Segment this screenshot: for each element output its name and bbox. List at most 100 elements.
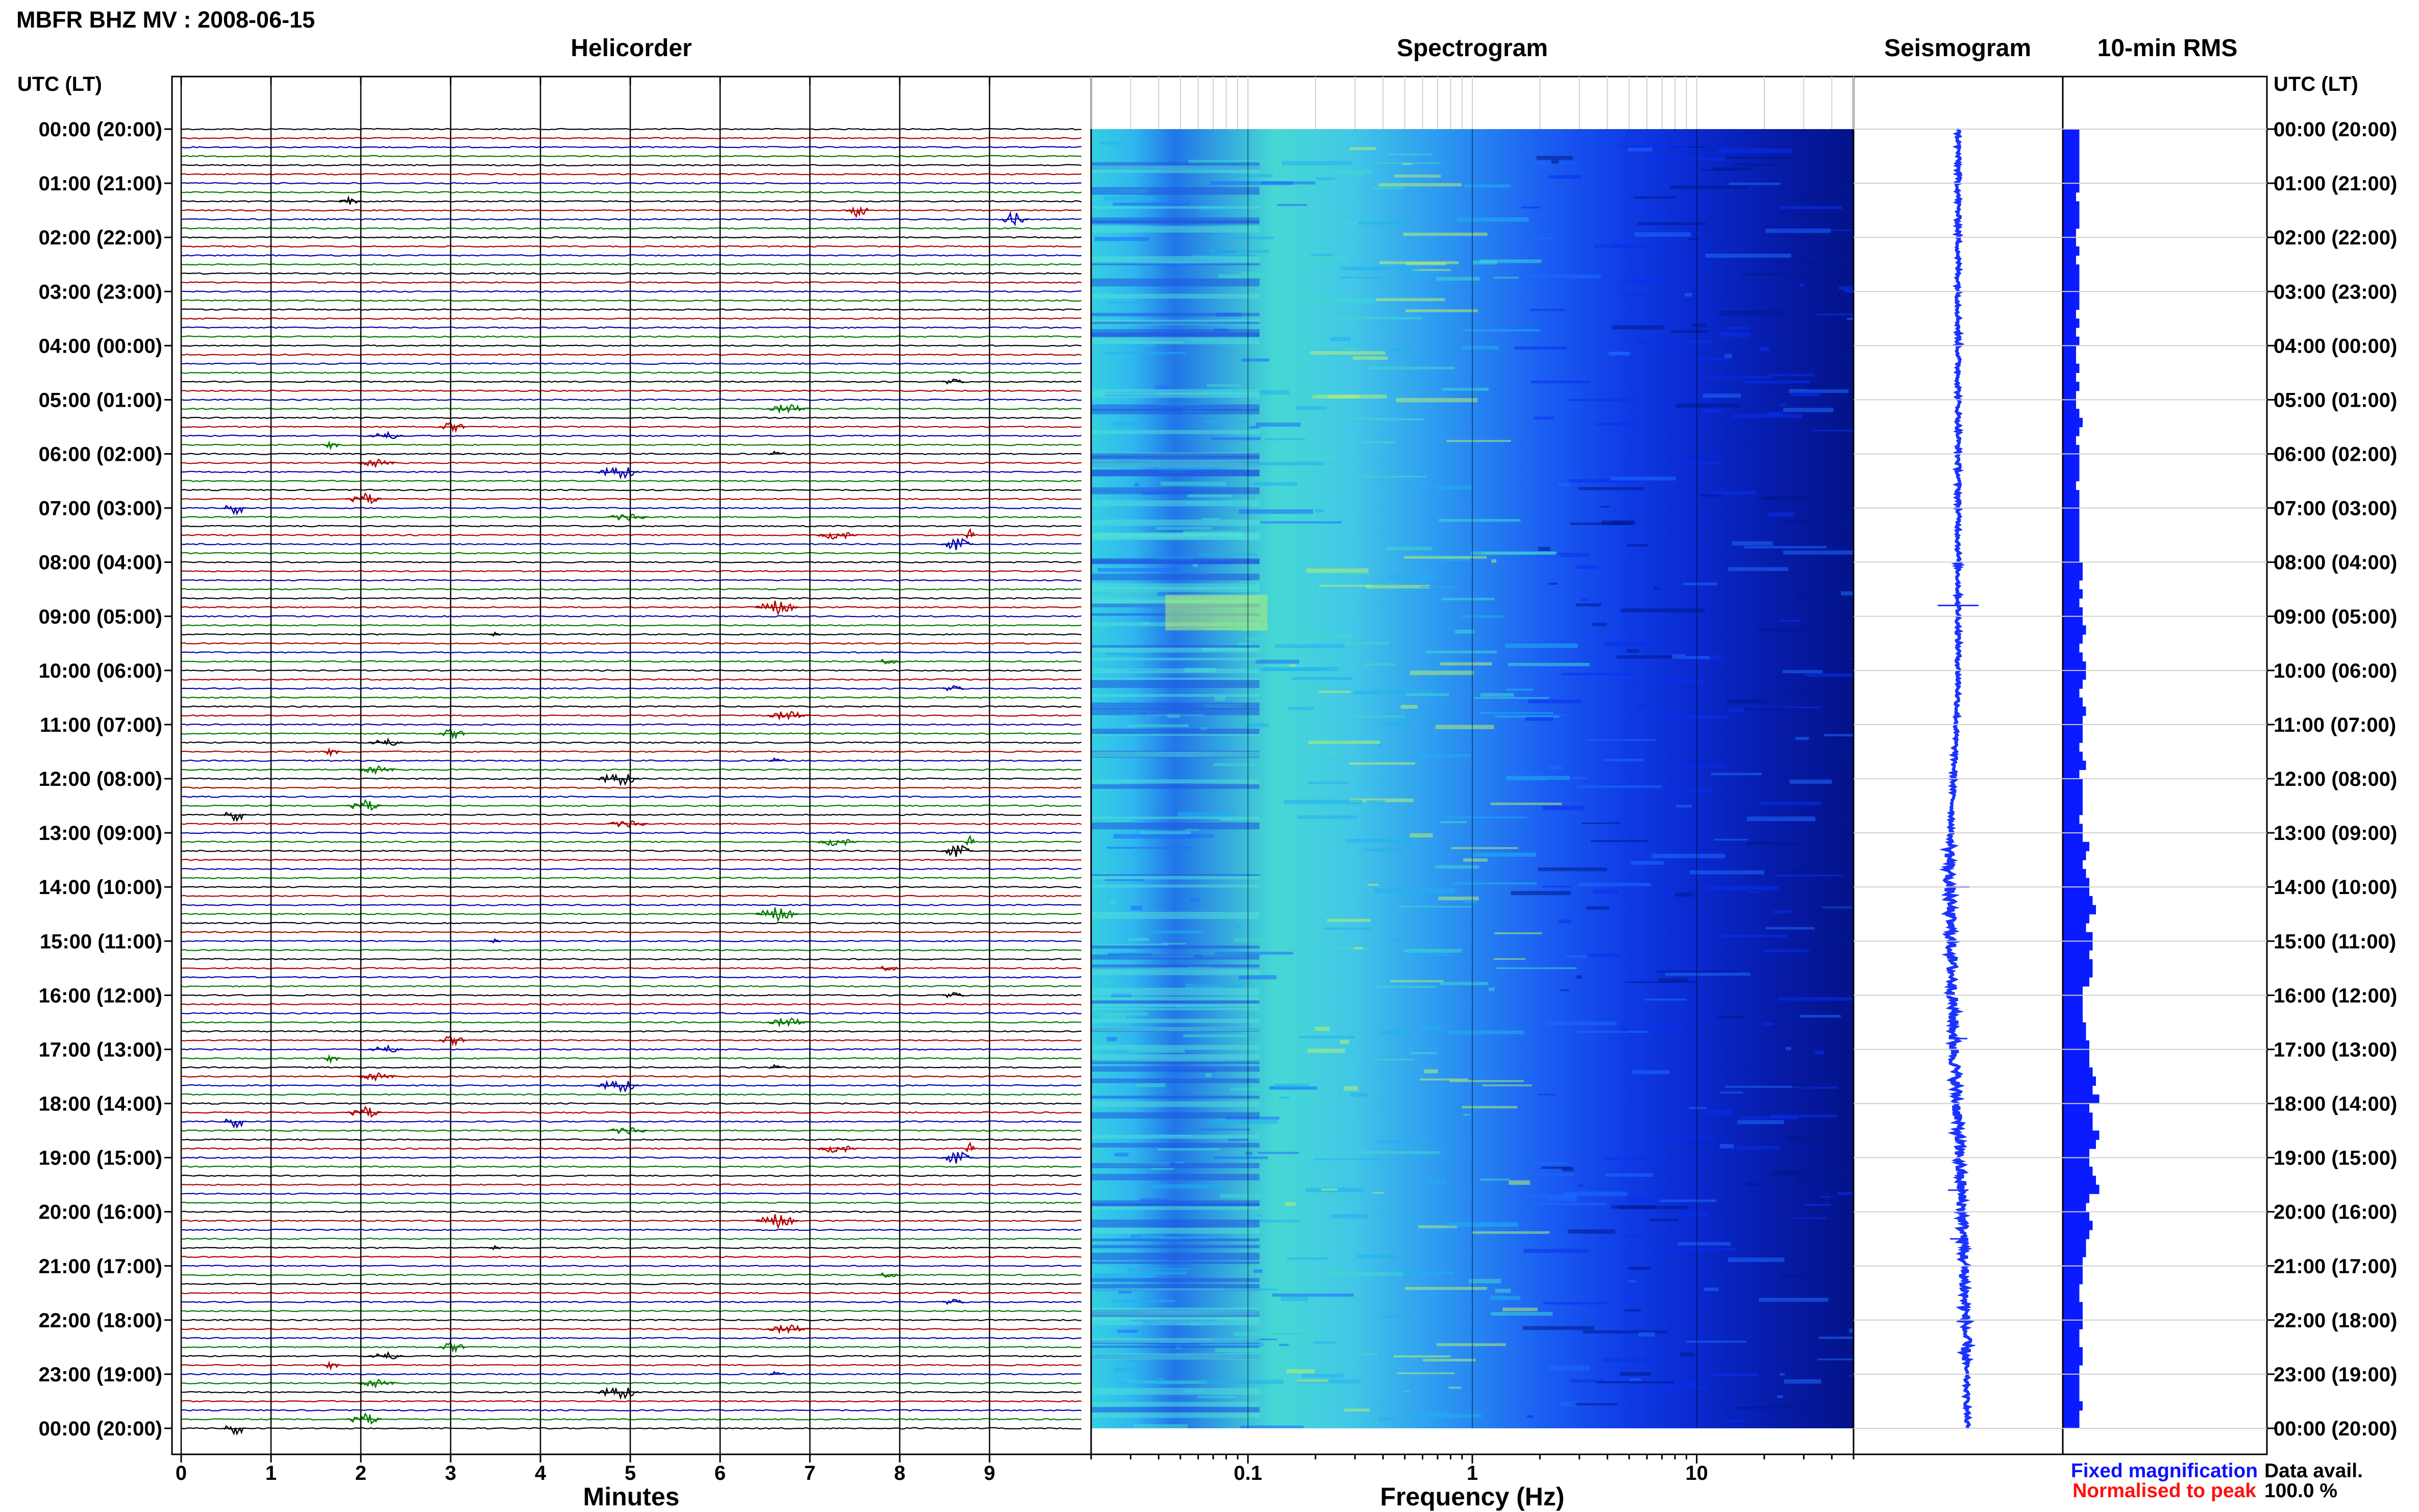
spectrogram-streak [1325,1272,1403,1276]
rms-bar [2063,589,2083,599]
spectrogram-streak [1706,886,1779,890]
spectrogram-streak [1372,1192,1384,1194]
spectrogram-streak [1740,1116,1797,1120]
helicorder-trace-line [181,840,1082,844]
rms-bar [2063,1040,2089,1050]
time-label-left: 02:00 (22:00) [39,227,162,249]
spectrogram-streak [1190,899,1200,902]
spectrogram-streak [1404,1412,1449,1416]
rms-bar [2063,878,2089,887]
rms-bar [2063,1248,2086,1257]
helicorder-trace-line [181,128,1081,131]
spectrogram-streak [1404,949,1462,953]
spectrogram-streak [1692,323,1707,327]
rms-bar [2063,444,2080,455]
spectrogram-streak [1784,520,1854,524]
helicorder-trace-line [181,1265,1082,1268]
spectrogram-streak [1672,654,1686,657]
spectrogram-streak [1768,512,1794,517]
spectrogram-streak [1669,765,1727,768]
helicorder-trace-line [181,1165,1081,1168]
spectrogram-streak [1330,739,1347,742]
spectrogram-low-band [1091,733,1260,736]
spectrogram-streak [1593,889,1618,894]
helicorder-trace-line [181,904,1082,906]
spectrogram-streak [1420,586,1454,588]
helicorder-event [755,907,798,923]
rms-bar [2063,806,2083,815]
spectrogram-streak [1529,309,1565,311]
helicorder-x-tick-label: 6 [714,1462,726,1484]
spectrogram-low-band [1091,1278,1260,1282]
rms-bar [2063,932,2093,941]
spectrogram-low-band [1091,997,1260,1001]
rms-bar [2063,237,2076,247]
spectrogram-x-tick-label: 1 [1467,1462,1478,1484]
spectrogram-streak [1577,1184,1584,1187]
helicorder-trace-line [181,723,1081,726]
spectrogram-streak [1198,1396,1236,1398]
spectrogram-streak [1780,206,1842,209]
rms-bar [2063,1221,2093,1230]
time-label-right: 00:00 (20:00) [2274,118,2397,141]
spectrogram-streak [1104,196,1155,201]
rms-bar [2063,562,2083,572]
spectrogram-streak [1652,1248,1736,1251]
time-label-left: 18:00 (14:00) [39,1093,162,1116]
rms-bar [2063,517,2080,527]
spectrogram-streak [1198,1379,1283,1384]
spectrogram-low-band [1091,1252,1260,1260]
helicorder-trace-line [181,308,1082,311]
helicorder-trace-line [181,633,1082,636]
spectrogram-streak [1551,160,1559,164]
spectrogram-low-band [1091,293,1260,299]
spectrogram-streak [1241,271,1298,276]
helicorder-trace-line [181,1012,1082,1015]
spectrogram-low-band [1091,1315,1260,1320]
rms-bar [2063,1167,2093,1176]
rms-bar [2063,147,2080,157]
spectrogram-streak [1233,1332,1319,1336]
spectrogram-streak [1767,412,1783,416]
spectrogram-streak [1183,1034,1248,1037]
spectrogram-streak [1245,723,1269,727]
time-label-right: 05:00 (01:00) [2274,389,2397,411]
spectrogram-streak [1133,1023,1143,1027]
spectrogram-streak [1289,664,1296,667]
spectrogram-streak [1140,831,1191,834]
rms-bar [2063,1383,2080,1393]
spectrogram-streak [1505,688,1534,691]
spectrogram-streak [1736,1406,1821,1409]
spectrogram-streak [1724,354,1732,359]
rms-bar [2063,968,2093,978]
helicorder-trace-line [181,966,1082,970]
helicorder-trace-line [181,1346,1082,1349]
helicorder-trace-line [181,1328,1082,1330]
spectrogram-streak [1446,1222,1518,1227]
spectrogram-streak [1615,243,1632,247]
spectrogram-low-band [1091,816,1260,820]
time-label-left: 13:00 (09:00) [39,822,162,845]
spectrogram-streak [1340,1039,1349,1044]
spectrogram-streak [1340,266,1419,270]
spectrogram-streak [1273,1083,1309,1088]
spectrogram-streak [1394,175,1441,178]
spectrogram-streak [1747,816,1816,822]
helicorder-event [368,1351,404,1359]
spectrogram-low-band [1091,1027,1260,1031]
spectrogram-streak [1113,203,1190,206]
spectrogram-low-band [1091,678,1260,680]
spectrogram-streak [1626,649,1639,653]
rms-bar [2063,715,2083,725]
spectrogram-streak [1405,262,1446,265]
rms-bar [2063,887,2089,897]
spectrogram-streak [1788,277,1854,279]
spectrogram-streak [1159,1236,1217,1240]
spectrogram-streak [1815,1050,1824,1055]
helicorder-trace-line [181,1418,1081,1421]
spectrogram-streak [1744,546,1827,549]
spectrogram-streak [1401,271,1439,274]
helicorder-trace-line [181,813,1082,816]
spectrogram-streak [1630,861,1664,865]
helicorder-trace-line [181,1102,1082,1105]
